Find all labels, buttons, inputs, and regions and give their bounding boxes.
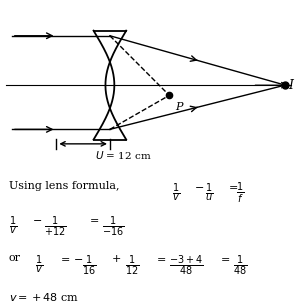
Text: P: P bbox=[175, 102, 183, 112]
Text: $-$: $-$ bbox=[32, 214, 42, 224]
Text: $\frac{1}{v}$: $\frac{1}{v}$ bbox=[9, 214, 17, 237]
Text: $+$: $+$ bbox=[111, 253, 121, 264]
Text: $\frac{1}{16}$: $\frac{1}{16}$ bbox=[82, 253, 96, 278]
Text: or: or bbox=[9, 253, 21, 263]
Text: $\frac{1}{48}$: $\frac{1}{48}$ bbox=[233, 253, 247, 278]
Text: $=$: $=$ bbox=[218, 253, 231, 263]
Text: $\frac{-3+4}{48}$: $\frac{-3+4}{48}$ bbox=[169, 253, 203, 278]
Text: $U$ = 12 cm: $U$ = 12 cm bbox=[95, 149, 152, 161]
Text: $\frac{1}{12}$: $\frac{1}{12}$ bbox=[125, 253, 140, 278]
Text: $-$: $-$ bbox=[194, 181, 204, 191]
Text: Using lens formula,: Using lens formula, bbox=[9, 181, 119, 191]
Text: I: I bbox=[288, 79, 293, 92]
Text: $\frac{1}{u}$: $\frac{1}{u}$ bbox=[205, 181, 214, 204]
Text: $\frac{1}{-16}$: $\frac{1}{-16}$ bbox=[102, 214, 124, 239]
Text: $=$: $=$ bbox=[154, 253, 167, 263]
Text: $v = +48$ cm: $v = +48$ cm bbox=[9, 291, 79, 302]
Text: $\frac{1}{v}$: $\frac{1}{v}$ bbox=[172, 181, 180, 204]
Text: $=$: $=$ bbox=[87, 214, 100, 224]
Text: $\frac{1}{v}$: $\frac{1}{v}$ bbox=[35, 253, 43, 276]
Text: $=$: $=$ bbox=[226, 181, 238, 191]
Text: $\frac{1}{+12}$: $\frac{1}{+12}$ bbox=[44, 214, 66, 239]
Text: $= -$: $= -$ bbox=[58, 253, 84, 263]
Text: $\frac{1}{f}$: $\frac{1}{f}$ bbox=[236, 181, 244, 206]
